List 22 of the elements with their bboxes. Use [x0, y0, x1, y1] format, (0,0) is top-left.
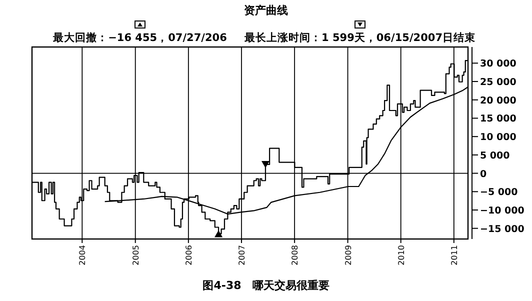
y-tick-label: 20 000 — [480, 95, 517, 106]
x-tick-label: 2008 — [290, 245, 300, 266]
x-tick-label: 2007 — [237, 245, 246, 266]
x-tick-label: 2009 — [344, 245, 353, 266]
y-tick-label: 5 000 — [480, 150, 510, 162]
y-tick-label: 10 000 — [480, 132, 517, 144]
x-tick-label: 2010 — [396, 245, 406, 266]
x-tick-label: 2011 — [450, 245, 459, 266]
text: 最长上涨时间：1 599天，06/15/2007日结束 — [244, 31, 476, 44]
y-tick-label: −15 000 — [480, 224, 525, 235]
x-tick-label: 2006 — [184, 245, 194, 266]
y-tick-label: 0 — [480, 168, 487, 180]
y-tick-label: 15 000 — [480, 114, 517, 125]
y-tick-label: 25 000 — [480, 77, 517, 88]
x-tick-label: 2004 — [78, 245, 88, 266]
y-tick-label: 30 000 — [480, 58, 517, 70]
caption: 图4-38 哪天交易很重要 — [202, 279, 330, 292]
y-tick-label: −10 000 — [480, 206, 525, 216]
x-tick-label: 2005 — [131, 245, 140, 266]
y-tick-label: −5 000 — [480, 187, 518, 198]
text: 最大回撤：−16 455，07/27/206 — [52, 31, 227, 44]
chart-title: 资产曲线 — [244, 4, 288, 17]
